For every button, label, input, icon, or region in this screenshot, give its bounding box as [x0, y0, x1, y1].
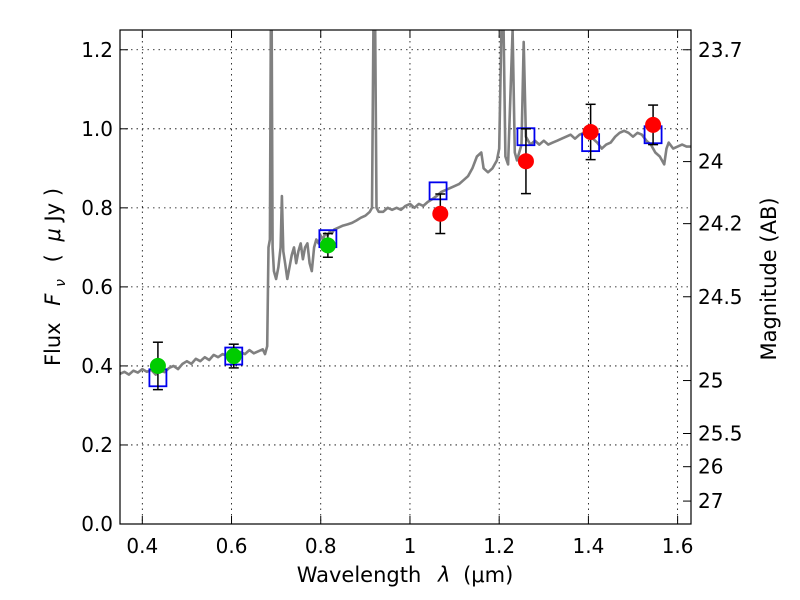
observed-point: [149, 357, 166, 374]
x-tick-label: 1: [404, 534, 417, 558]
model-photometry-square: [428, 181, 448, 201]
x-tick-label: 0.6: [216, 534, 248, 558]
y-tick-label: 0.4: [81, 354, 113, 378]
observed-point: [319, 237, 336, 254]
right-axis-title: Magnitude (AB): [757, 197, 781, 360]
markers: [148, 103, 663, 391]
x-tick-label: 1.2: [483, 534, 515, 558]
x-tick-label: 0.8: [305, 534, 337, 558]
y-axis-title: Flux F ν ( μ Jy ): [41, 188, 70, 366]
y-axis-title-prefix: Flux: [41, 322, 65, 366]
x-tick-label: 1.4: [572, 534, 604, 558]
right-tick-label: 25.5: [698, 421, 743, 445]
observed-point: [517, 153, 534, 170]
observed-point: [432, 205, 449, 222]
observed-point: [582, 123, 599, 140]
plot-area: [120, 30, 691, 376]
plot-frame: [119, 29, 692, 525]
grid: [120, 30, 691, 524]
y-axis-title-symbol: F: [41, 293, 65, 306]
x-axis-title-symbol: λ: [437, 563, 450, 587]
y-tick-label: 0.8: [81, 196, 113, 220]
x-tick-label: 1.6: [662, 534, 694, 558]
y-tick-label: 0.0: [81, 512, 113, 536]
right-tick-label: 27: [698, 489, 723, 513]
right-tick-label: 25: [698, 369, 723, 393]
spectrum-line: [120, 30, 691, 376]
observed-point: [645, 116, 662, 133]
right-tick-label: 23.7: [698, 38, 743, 62]
x-tick-label: 0.4: [126, 534, 158, 558]
y-axis-title-unit: Jy ): [41, 188, 65, 224]
x-axis-title-unit: (μm): [463, 563, 513, 587]
y-axis-title-mu: μ: [41, 228, 65, 242]
right-tick-label: 24: [698, 150, 723, 174]
x-axis-title: Wavelength λ (μm): [297, 563, 514, 587]
y-axis-title-subscript: ν: [53, 279, 69, 287]
y-tick-label: 1.2: [81, 38, 113, 62]
ticks: 0.4 0.6 0.8 1 1.2 1.4 1.6 0.0 0.2 0.4 0.6 0.8 1.0 1.2…: [81, 30, 743, 558]
right-tick-label: 26: [698, 455, 723, 479]
y-tick-label: 0.6: [81, 275, 113, 299]
y-tick-label: 0.2: [81, 433, 113, 457]
y-tick-label: 1.0: [81, 117, 113, 141]
right-tick-label: 24.2: [698, 212, 743, 236]
observed-point: [225, 348, 242, 365]
right-tick-label: 24.5: [698, 285, 743, 309]
x-axis-title-prefix: Wavelength: [297, 563, 422, 587]
y-axis-title-paren: (: [41, 254, 65, 262]
